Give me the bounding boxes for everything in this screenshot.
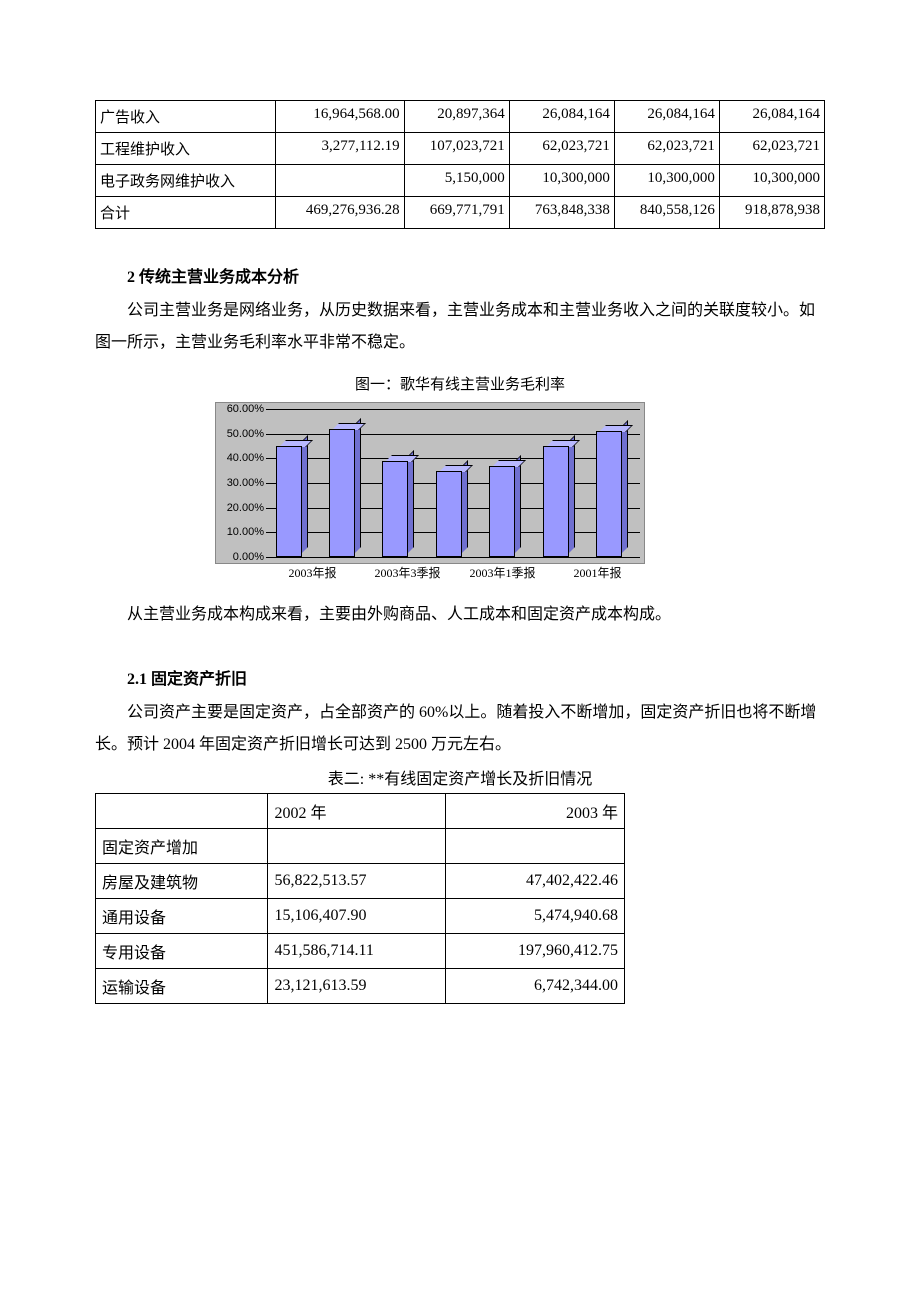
y-axis-label: 40.00% (216, 452, 264, 464)
cell-value: 56,822,513.57 (268, 864, 446, 899)
cell-value: 26,084,164 (719, 101, 824, 133)
table-row: 通用设备15,106,407.905,474,940.68 (96, 899, 625, 934)
chart-bar (329, 429, 355, 557)
table-row: 专用设备451,586,714.11197,960,412.75 (96, 934, 625, 969)
revenue-table: 广告收入16,964,568.0020,897,36426,084,16426,… (95, 100, 825, 229)
cell-value: 23,121,613.59 (268, 969, 446, 1004)
y-axis-label: 50.00% (216, 428, 264, 440)
cell-value: 20,897,364 (404, 101, 509, 133)
cell-value (268, 829, 446, 864)
row-label: 广告收入 (96, 101, 276, 133)
y-axis-label: 30.00% (216, 477, 264, 489)
cell-value: 10,300,000 (719, 165, 824, 197)
para-depreciation: 公司资产主要是固定资产，占全部资产的 60%以上。随着投入不断增加，固定资产折旧… (95, 697, 825, 761)
cell-value: 469,276,936.28 (276, 197, 405, 229)
x-axis-label: 2001年报 (550, 564, 645, 581)
table-2-title: 表二: **有线固定资产增长及折旧情况 (95, 765, 825, 789)
table-header-row: 2002 年2003 年 (96, 794, 625, 829)
cell-value: 16,964,568.00 (276, 101, 405, 133)
cell-value: 107,023,721 (404, 133, 509, 165)
figure-1-title: 图一：歌华有线主营业务毛利率 (95, 373, 825, 394)
table-row: 运输设备23,121,613.596,742,344.00 (96, 969, 625, 1004)
cell-value: 26,084,164 (509, 101, 614, 133)
cell-value: 62,023,721 (614, 133, 719, 165)
table-row: 房屋及建筑物56,822,513.5747,402,422.46 (96, 864, 625, 899)
cell-value: 840,558,126 (614, 197, 719, 229)
row-label: 固定资产增加 (96, 829, 268, 864)
asset-growth-table: 2002 年2003 年固定资产增加房屋及建筑物56,822,513.5747,… (95, 793, 625, 1004)
y-axis-label: 20.00% (216, 502, 264, 514)
column-header (96, 794, 268, 829)
x-axis-label: 2003年报 (265, 564, 360, 581)
cell-value: 918,878,938 (719, 197, 824, 229)
y-axis-label: 60.00% (216, 403, 264, 415)
cell-value: 451,586,714.11 (268, 934, 446, 969)
chart-bar (543, 446, 569, 557)
para-cost-analysis: 公司主营业务是网络业务，从历史数据来看，主营业务成本和主营业务收入之间的关联度较… (95, 295, 825, 359)
gross-margin-chart: 0.00% 10.00% 20.00% 30.00% 40.00% 50.00% 60.00… (215, 402, 645, 581)
chart-bar (489, 466, 515, 557)
chart-bar (382, 461, 408, 557)
chart-bar (436, 471, 462, 557)
row-label: 通用设备 (96, 899, 268, 934)
table-row: 广告收入16,964,568.0020,897,36426,084,16426,… (96, 101, 825, 133)
cell-value: 763,848,338 (509, 197, 614, 229)
row-label: 电子政务网维护收入 (96, 165, 276, 197)
cell-value: 5,474,940.68 (446, 899, 625, 934)
table-row: 电子政务网维护收入5,150,00010,300,00010,300,00010… (96, 165, 825, 197)
section-2-1-title: 2.1 固定资产折旧 (95, 665, 825, 689)
cell-value (276, 165, 405, 197)
chart-bar (276, 446, 302, 557)
table-row: 合计469,276,936.28669,771,791763,848,33884… (96, 197, 825, 229)
cell-value: 62,023,721 (509, 133, 614, 165)
cell-value (446, 829, 625, 864)
table-row: 固定资产增加 (96, 829, 625, 864)
cell-value: 15,106,407.90 (268, 899, 446, 934)
row-label: 专用设备 (96, 934, 268, 969)
column-header: 2002 年 (268, 794, 446, 829)
para-cost-composition: 从主营业务成本构成来看，主要由外购商品、人工成本和固定资产成本构成。 (95, 599, 825, 631)
cell-value: 197,960,412.75 (446, 934, 625, 969)
cell-value: 6,742,344.00 (446, 969, 625, 1004)
cell-value: 5,150,000 (404, 165, 509, 197)
section-2-title: 2 传统主营业务成本分析 (95, 263, 825, 287)
row-label: 工程维护收入 (96, 133, 276, 165)
column-header: 2003 年 (446, 794, 625, 829)
cell-value: 10,300,000 (509, 165, 614, 197)
chart-bar (596, 431, 622, 557)
y-axis-label: 10.00% (216, 526, 264, 538)
x-axis-label: 2003年1季报 (455, 564, 550, 581)
table-row: 工程维护收入3,277,112.19107,023,72162,023,7216… (96, 133, 825, 165)
cell-value: 10,300,000 (614, 165, 719, 197)
cell-value: 669,771,791 (404, 197, 509, 229)
cell-value: 47,402,422.46 (446, 864, 625, 899)
cell-value: 62,023,721 (719, 133, 824, 165)
cell-value: 3,277,112.19 (276, 133, 405, 165)
row-label: 运输设备 (96, 969, 268, 1004)
row-label: 房屋及建筑物 (96, 864, 268, 899)
cell-value: 26,084,164 (614, 101, 719, 133)
y-axis-label: 0.00% (216, 551, 264, 563)
x-axis-label: 2003年3季报 (360, 564, 455, 581)
row-label: 合计 (96, 197, 276, 229)
